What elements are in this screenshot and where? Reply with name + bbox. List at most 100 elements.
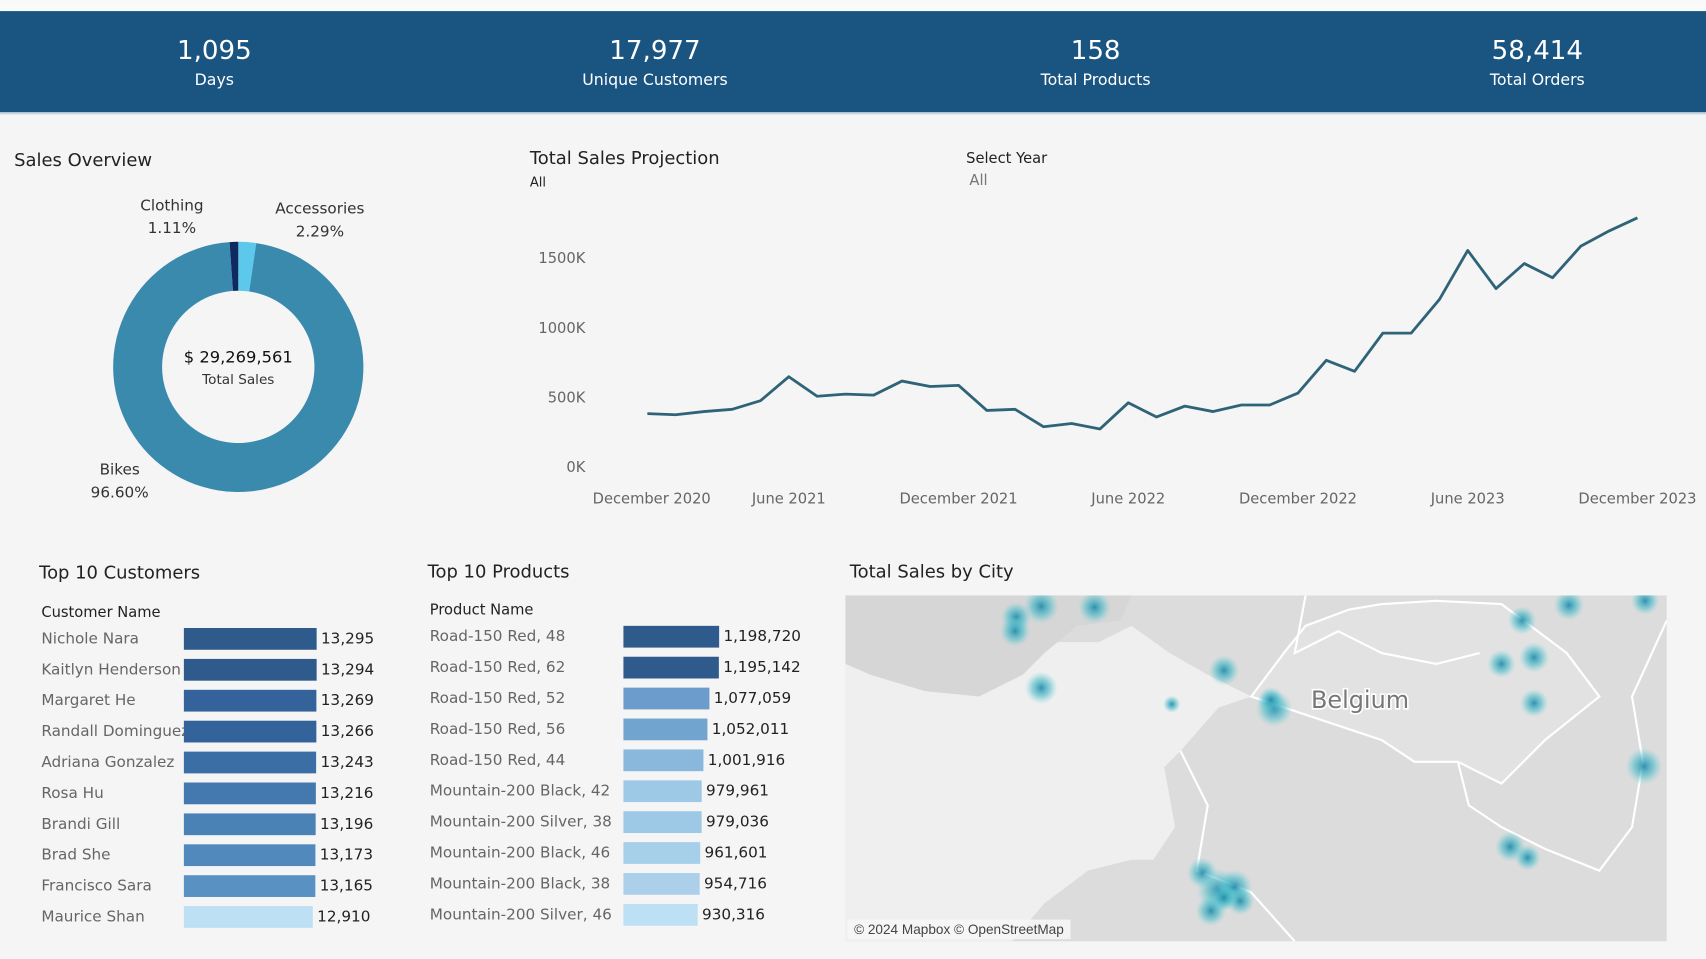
heat-blob — [1507, 606, 1537, 635]
place-label: Belgium — [1311, 686, 1409, 714]
chart-subtitle: All — [530, 176, 546, 191]
row-label: Road-150 Red, 56 — [430, 720, 566, 738]
kpi-band — [0, 11, 1706, 113]
bar-value: 13,173 — [320, 846, 373, 864]
kpi-band-edge — [0, 112, 1706, 115]
row-label: Road-150 Red, 62 — [430, 658, 566, 676]
bar — [623, 811, 702, 833]
heat-blob — [1210, 884, 1238, 911]
kpi-label: Unique Customers — [582, 70, 727, 89]
row-label: Adriana Gonzalez — [41, 753, 174, 771]
row-label: Road-150 Red, 48 — [430, 627, 566, 645]
bar-value: 1,052,011 — [712, 720, 789, 738]
row-label: Brandi Gill — [41, 815, 120, 833]
bar — [183, 906, 313, 928]
bar — [623, 749, 704, 772]
y-tick-label: 1500K — [538, 250, 585, 267]
chart-title: Total Sales Projection — [529, 148, 720, 169]
column-header: Customer Name — [41, 604, 160, 621]
bar-value: 954,716 — [704, 874, 767, 892]
filter-value[interactable]: All — [969, 172, 987, 189]
chart-title: Total Sales by City — [849, 562, 1014, 583]
x-tick-label: June 2023 — [1430, 491, 1505, 508]
attribution-bg — [847, 919, 1071, 940]
heat-blob — [1519, 688, 1549, 718]
bar-value: 13,266 — [321, 722, 374, 740]
kpi-label: Days — [195, 70, 234, 89]
bar-value: 13,294 — [321, 660, 374, 678]
x-tick-label: June 2021 — [751, 491, 826, 508]
kpi-value: 1,095 — [177, 36, 252, 66]
slice-value: 1.11% — [148, 219, 196, 237]
row-label: Mountain-200 Black, 42 — [430, 782, 611, 800]
row-label: Kaitlyn Henderson — [41, 660, 181, 678]
y-tick-label: 1000K — [538, 320, 585, 337]
bar-value: 979,961 — [706, 782, 769, 800]
bar-value: 979,036 — [706, 813, 769, 831]
filter-label: Select Year — [966, 150, 1048, 167]
x-tick-label: December 2021 — [899, 491, 1017, 508]
kpi-label: Total Orders — [1489, 70, 1585, 89]
attribution: © 2024 Mapbox © OpenStreetMap — [854, 922, 1064, 937]
heat-blob — [1553, 595, 1585, 621]
row-label: Mountain-200 Black, 46 — [430, 844, 611, 862]
heat-blob — [999, 616, 1031, 647]
row-label: Margaret He — [41, 691, 135, 709]
heat-blob — [1078, 595, 1111, 624]
bar — [623, 656, 719, 679]
bar-value: 13,243 — [320, 753, 373, 771]
chart-title: Top 10 Customers — [38, 563, 200, 584]
slice-value: 96.60% — [91, 484, 149, 502]
slice-value: 2.29% — [296, 222, 344, 240]
top-strip — [0, 0, 1706, 12]
bar-value: 13,165 — [320, 877, 373, 895]
heat-blob — [1257, 686, 1284, 713]
x-tick-label: December 2022 — [1239, 491, 1357, 508]
center-value: $ 29,269,561 — [184, 348, 293, 367]
bar — [183, 844, 316, 867]
heat-blob — [1630, 595, 1660, 615]
row-label: Mountain-200 Black, 38 — [430, 874, 611, 892]
donut-slice — [238, 241, 257, 292]
row-label: Mountain-200 Silver, 46 — [430, 905, 612, 923]
heat-blob — [1208, 655, 1240, 686]
heat-blob — [1625, 747, 1663, 785]
bar-value: 1,001,916 — [708, 751, 785, 769]
kpi-value: 17,977 — [609, 36, 700, 66]
row-label: Rosa Hu — [41, 784, 103, 802]
column-header: Product Name — [430, 602, 534, 619]
bar-value: 13,196 — [320, 815, 373, 833]
slice-label: Bikes — [100, 461, 140, 479]
bar — [623, 718, 708, 741]
bar-value: 930,316 — [702, 905, 765, 923]
kpi-value: 58,414 — [1492, 36, 1583, 66]
x-tick-label: December 2023 — [1578, 491, 1696, 508]
heat-blob — [1487, 649, 1516, 679]
bar — [183, 751, 317, 774]
map-base — [845, 595, 1667, 942]
heat-blob — [1518, 642, 1550, 673]
bar — [623, 687, 710, 710]
bar — [183, 782, 316, 805]
heat-blob — [1023, 595, 1059, 624]
bar — [183, 628, 317, 650]
kpi-row: 1,095 Days 17,977 Unique Customers 158 Total … — [177, 36, 1585, 89]
donut-slice — [113, 242, 364, 493]
row-label: Francisco Sara — [41, 877, 151, 895]
x-tick-label: June 2022 — [1090, 491, 1165, 508]
slice-label: Accessories — [275, 200, 364, 218]
row-label: Mountain-200 Silver, 38 — [430, 813, 612, 831]
y-tick-label: 0K — [566, 459, 585, 476]
bar-value: 1,077,059 — [714, 689, 791, 707]
bar — [623, 780, 702, 803]
row-label: Brad She — [41, 846, 110, 864]
x-tick-label: December 2020 — [593, 491, 711, 508]
center-label: Total Sales — [201, 372, 274, 388]
bar — [183, 813, 316, 836]
y-tick-label: 500K — [548, 389, 586, 406]
kpi-value: 158 — [1071, 36, 1121, 66]
row-label: Road-150 Red, 52 — [430, 689, 566, 707]
bar — [623, 903, 698, 926]
